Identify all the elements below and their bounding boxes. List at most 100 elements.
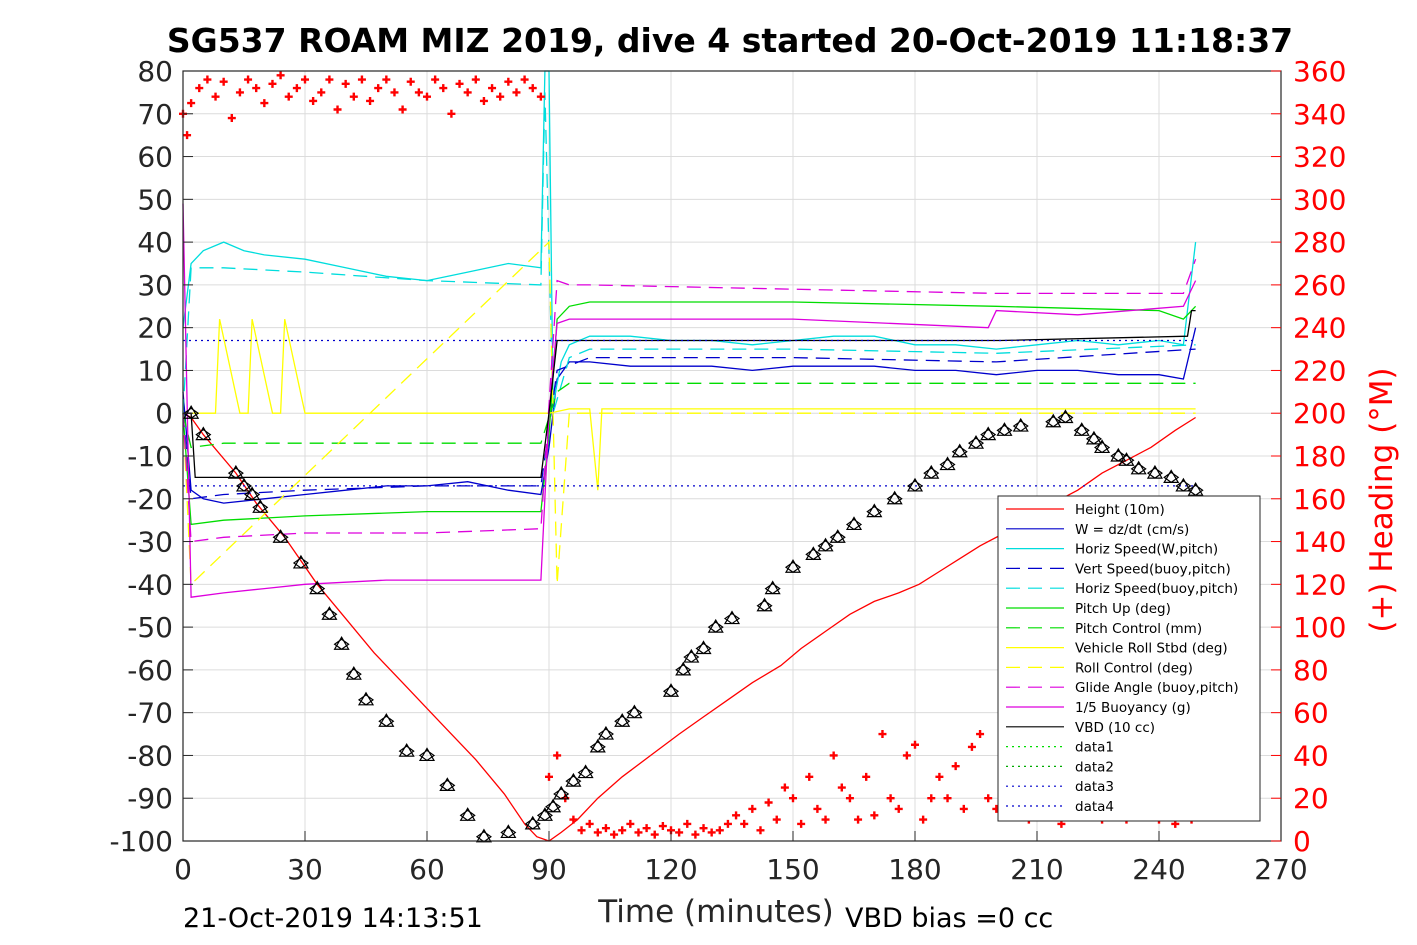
y-right-tick-label: 300 — [1293, 183, 1346, 216]
legend-entry: data3 — [1075, 779, 1114, 795]
height-marker — [614, 713, 631, 727]
height-marker — [378, 713, 395, 727]
height-marker — [695, 640, 712, 655]
y-right-axis-label: (+) Heading (°M) — [1364, 367, 1400, 632]
height-marker — [227, 464, 244, 479]
heading-point — [455, 79, 464, 88]
height-marker — [1118, 452, 1135, 467]
x-tick-label: 30 — [287, 853, 323, 886]
heading-point — [772, 815, 781, 824]
heading-point — [211, 92, 220, 101]
heading-point — [479, 96, 488, 105]
height-marker — [235, 477, 253, 492]
y-tick-label: -80 — [127, 739, 173, 772]
heading-point — [545, 772, 553, 781]
heading-point — [780, 783, 789, 792]
height-marker — [597, 725, 614, 740]
heading-point — [447, 109, 456, 118]
heading-point — [317, 88, 326, 97]
y-right-tick-label: 60 — [1293, 697, 1329, 730]
legend-entry: data1 — [1075, 740, 1114, 756]
y-tick-label: 60 — [137, 141, 173, 174]
heading-point — [658, 822, 667, 831]
y-right-tick-label: 120 — [1293, 568, 1346, 601]
series-line-11 — [183, 309, 1196, 479]
x-tick-label: 0 — [174, 853, 192, 886]
heading-point — [309, 96, 318, 105]
height-marker — [475, 828, 492, 843]
x-axis: 0 30 60 90 120 150 180 210 240 270 — [174, 831, 1308, 886]
heading-point — [691, 830, 700, 839]
footer-timestamp: 21-Oct-2019 14:13:51 — [183, 903, 483, 934]
heading-point — [723, 819, 732, 828]
heading-point — [504, 77, 513, 86]
heading-point — [618, 826, 627, 835]
heading-point — [927, 794, 936, 803]
heading-point — [797, 819, 806, 828]
height-marker — [357, 691, 375, 706]
legend-entry: Pitch Up (deg) — [1075, 601, 1171, 617]
series-lines — [182, 70, 1197, 842]
heading-point — [357, 75, 366, 84]
heading-point — [911, 740, 919, 749]
heading-point — [235, 88, 244, 97]
heading-point — [423, 92, 431, 101]
heading-point — [878, 730, 887, 739]
heading-point — [431, 75, 440, 84]
height-marker — [524, 815, 541, 830]
series-line-5 — [182, 301, 1197, 526]
x-tick-label: 120 — [644, 853, 697, 886]
height-marker — [951, 443, 968, 458]
heading-point — [894, 804, 903, 813]
height-marker — [1045, 413, 1062, 428]
y-right-tick-label: 220 — [1293, 354, 1346, 387]
y-tick-label: -50 — [127, 611, 173, 644]
heading-point — [854, 815, 863, 824]
y-tick-label: 70 — [137, 98, 173, 131]
heading-point — [488, 84, 497, 93]
heading-point — [382, 75, 391, 84]
height-marker — [1057, 409, 1074, 424]
y-right-tick-label: 200 — [1293, 397, 1346, 430]
heading-point — [349, 92, 358, 101]
heading-point — [626, 819, 635, 828]
heading-point — [642, 824, 651, 833]
heading-point — [553, 751, 562, 760]
heading-point — [984, 794, 993, 803]
heading-point — [268, 79, 277, 88]
height-marker — [683, 648, 700, 663]
legend-entry: Roll Control (deg) — [1075, 660, 1193, 676]
height-markers — [183, 405, 1204, 843]
heading-point — [707, 828, 716, 837]
height-marker — [321, 606, 338, 621]
height-marker — [545, 798, 562, 813]
heading-point — [341, 79, 350, 88]
y-tick-label: -90 — [127, 782, 173, 815]
legend-entry: Horiz Speed(W,pitch) — [1075, 542, 1218, 558]
heading-point — [951, 762, 960, 771]
heading-point — [610, 830, 619, 839]
y-tick-label: -60 — [127, 654, 173, 687]
heading-point — [748, 804, 757, 813]
series-line-10 — [182, 203, 1197, 598]
legend-entry: 1/5 Buoyancy (g) — [1075, 700, 1191, 716]
x-tick-label: 90 — [531, 853, 567, 886]
heading-point — [577, 826, 586, 835]
height-marker — [272, 529, 289, 544]
height-marker — [784, 559, 802, 573]
height-marker — [939, 456, 956, 471]
x-tick-label: 150 — [766, 853, 819, 886]
x-tick-label: 240 — [1132, 853, 1185, 886]
height-marker — [309, 580, 326, 595]
x-tick-label: 210 — [1010, 853, 1063, 886]
heading-point — [740, 819, 749, 828]
heading-point — [732, 811, 741, 820]
heading-point — [284, 92, 293, 101]
y-tick-label: 20 — [137, 312, 173, 345]
legend-entry: Horiz Speed(buoy,pitch) — [1075, 581, 1238, 597]
y-tick-label: 50 — [137, 183, 173, 216]
height-marker — [967, 434, 985, 449]
legend-box — [997, 495, 1261, 822]
legend-entry: Vehicle Roll Stbd (deg) — [1075, 641, 1228, 657]
